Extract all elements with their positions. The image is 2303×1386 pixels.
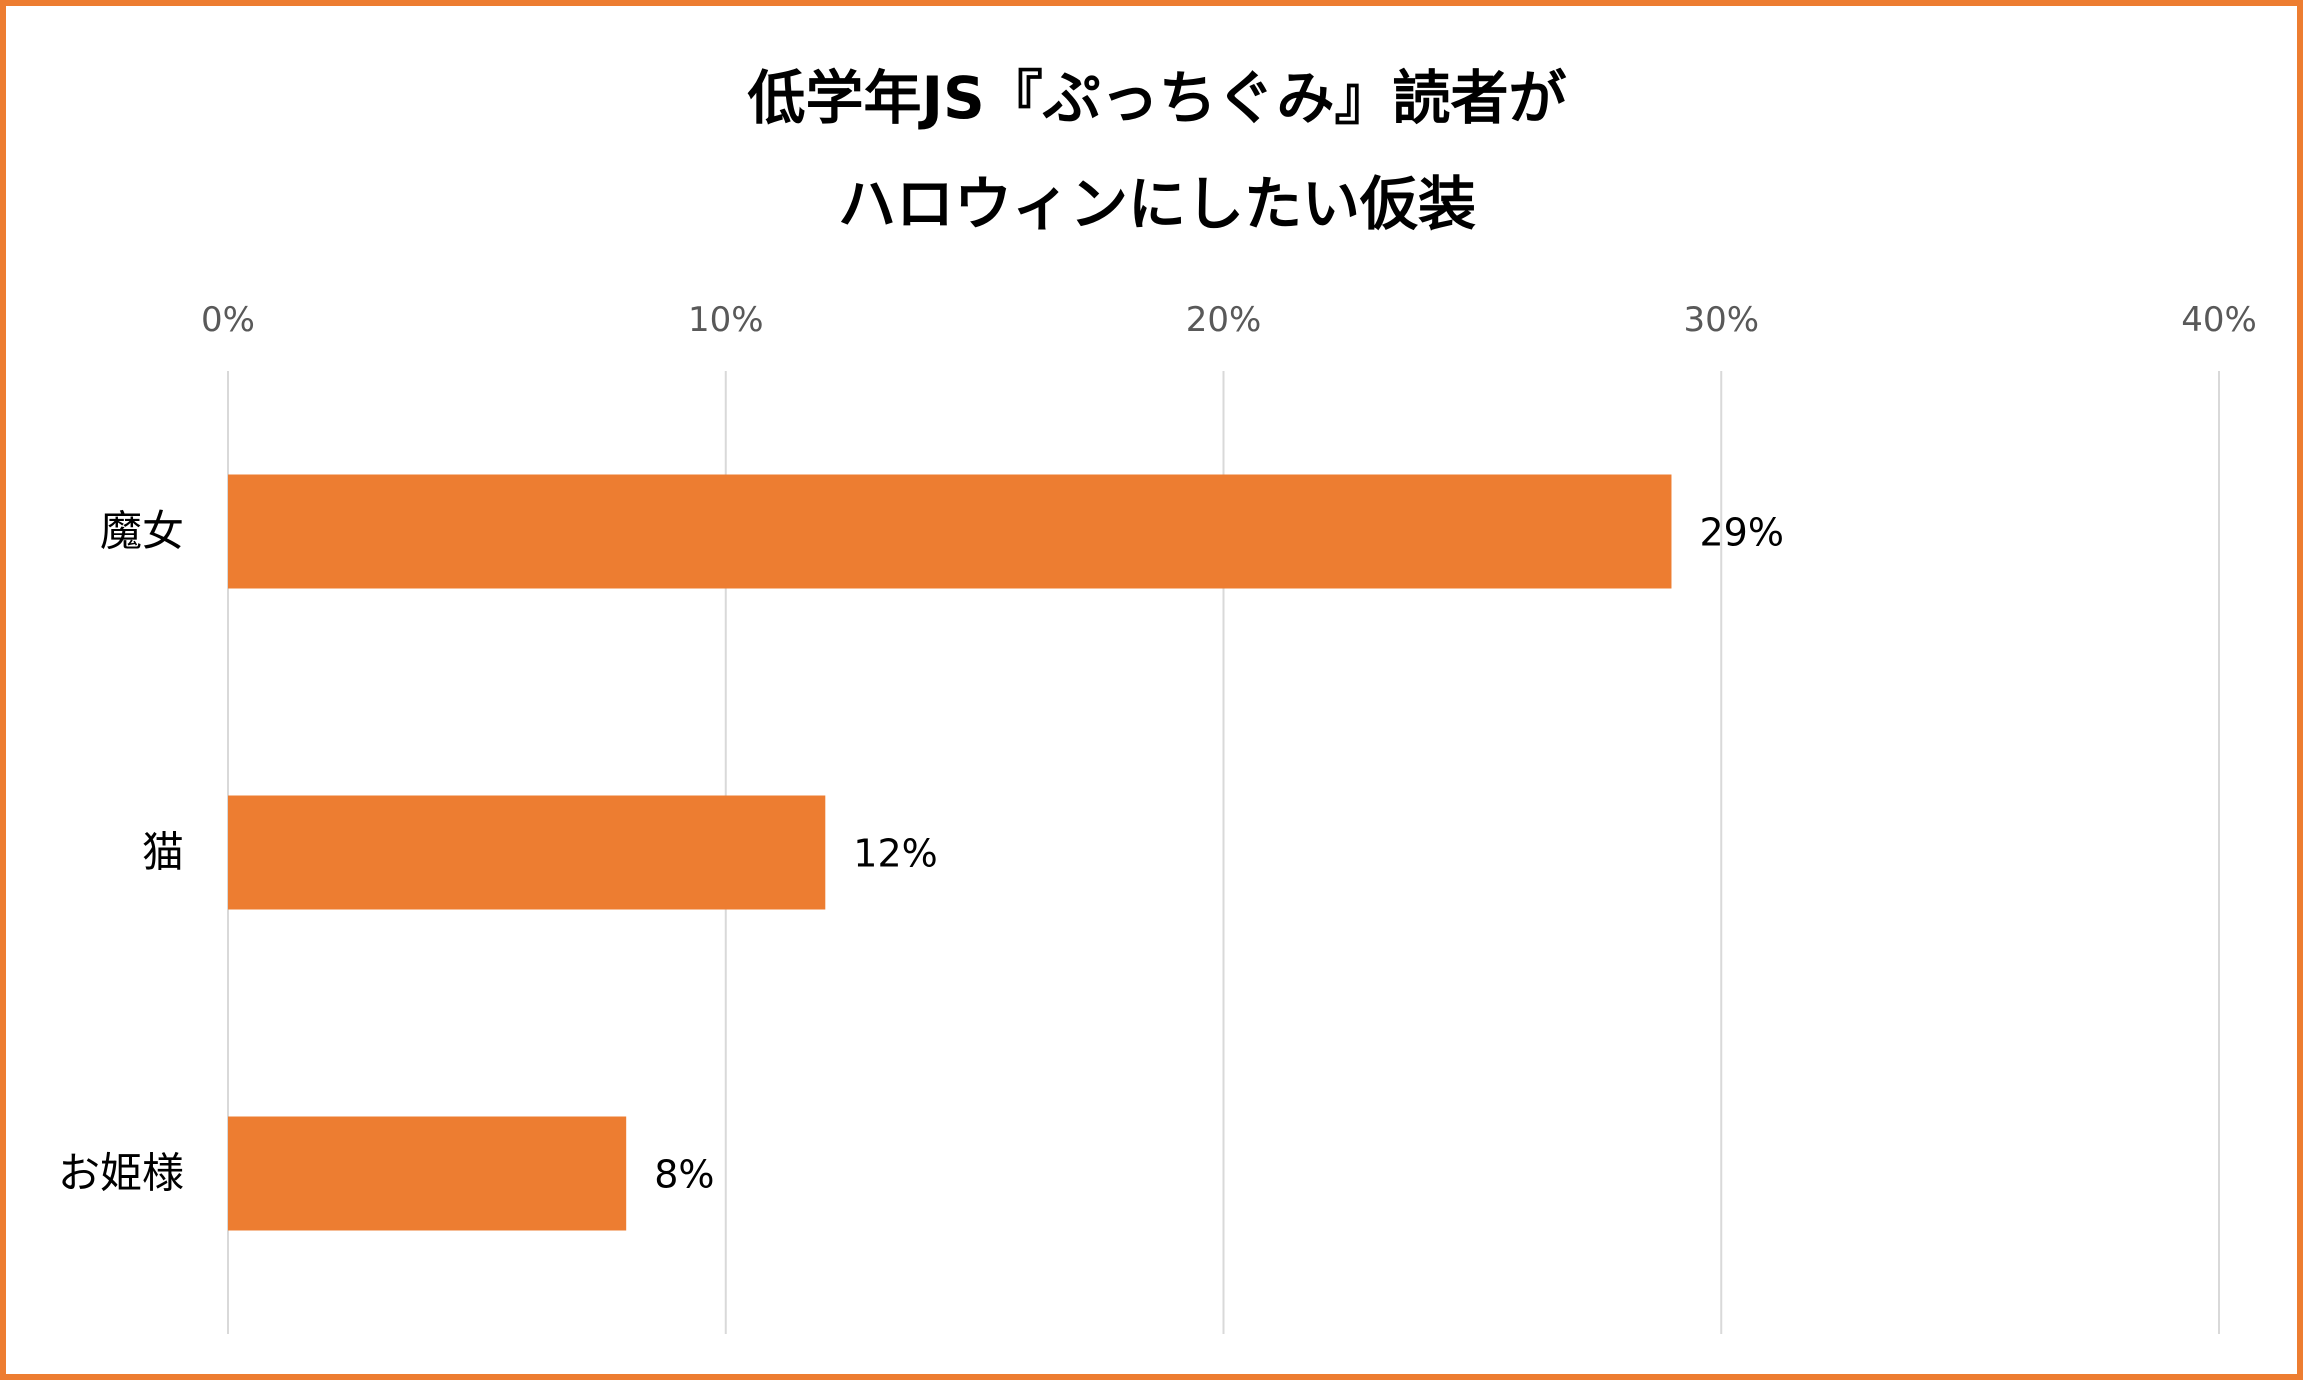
x-tick-label: 0% xyxy=(201,300,255,340)
data-label: 29% xyxy=(1699,511,1783,555)
x-tick-label: 40% xyxy=(2181,300,2257,340)
x-axis-tick-labels: 0% 10% 20% 30% 40% xyxy=(201,300,2257,340)
chart-title: 低学年JS『ぷっちぐみ』読者が ハロウィンにしたい仮装 xyxy=(747,64,1566,238)
category-label: 猫 xyxy=(142,828,184,877)
chart-title-line-1: 低学年JS『ぷっちぐみ』読者が xyxy=(747,64,1566,132)
bar xyxy=(228,474,1672,589)
category-label: お姫様 xyxy=(58,1149,184,1198)
bar-chart: 低学年JS『ぷっちぐみ』読者が ハロウィンにしたい仮装 0% 10% 20% 30% 4… xyxy=(58,64,2257,1334)
x-tick-label: 10% xyxy=(688,300,764,340)
x-tick-label: 30% xyxy=(1683,300,1759,340)
bars xyxy=(228,474,1672,1231)
chart-title-line-2: ハロウィンにしたい仮装 xyxy=(838,170,1476,238)
data-label: 8% xyxy=(654,1153,714,1197)
data-labels: 29% 12% 8% xyxy=(654,511,1784,1197)
category-label: 魔女 xyxy=(100,507,184,556)
bar xyxy=(228,795,826,910)
x-tick-label: 20% xyxy=(1186,300,1262,340)
bar xyxy=(228,1116,627,1231)
data-label: 12% xyxy=(853,832,937,876)
